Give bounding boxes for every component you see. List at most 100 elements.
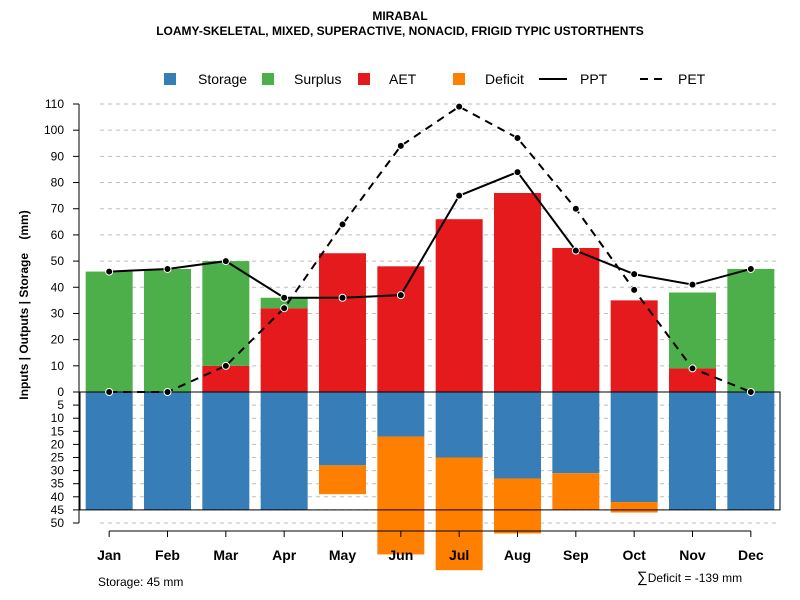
pet-point	[630, 285, 639, 294]
y-tick-label-upper: 110	[45, 97, 64, 111]
legend: Storage Surplus AET Deficit PPT PET	[164, 71, 706, 87]
y-tick-label-lower: 50	[51, 516, 65, 530]
bar-aet	[552, 248, 600, 392]
ppt-point	[280, 293, 289, 302]
y-axis-label: Inputs | Outputs | Storage (mm)	[17, 210, 31, 399]
y-axis: 0102030405060708090100110510152025303540…	[17, 97, 80, 530]
y-tick-label-lower: 40	[51, 490, 65, 504]
ppt-point	[571, 246, 580, 255]
y-tick-label-lower: 25	[51, 451, 65, 465]
ppt-point	[163, 264, 172, 273]
pet-point	[571, 204, 580, 213]
legend-swatch-surplus	[262, 73, 274, 85]
x-tick-label: Jan	[97, 547, 121, 563]
bar-storage	[319, 392, 366, 466]
legend-swatch-aet	[358, 73, 370, 85]
bar-aet	[494, 193, 541, 392]
ppt-point	[688, 280, 697, 289]
chart-title: MIRABAL	[372, 9, 428, 23]
y-tick-label-upper: 80	[51, 176, 65, 190]
legend-label-surplus: Surplus	[294, 71, 341, 87]
bar-surplus	[202, 261, 250, 366]
bar-surplus	[669, 292, 716, 369]
bar-deficit	[552, 473, 600, 510]
ppt-point	[630, 270, 639, 279]
x-tick-label: Dec	[738, 547, 764, 563]
y-tick-label-lower: 20	[51, 437, 65, 451]
y-tick-label-lower: 30	[51, 464, 65, 478]
y-tick-label-upper: 10	[51, 359, 65, 373]
deficit-value: Deficit = -139 mm	[647, 571, 743, 585]
storage-frame	[79, 391, 781, 511]
legend-swatch-deficit	[453, 73, 465, 85]
bar-aet	[610, 300, 658, 392]
bars	[85, 193, 775, 571]
bar-aet	[202, 365, 250, 392]
legend-label-ppt: PPT	[580, 71, 608, 87]
bar-storage	[727, 392, 775, 510]
y-tick-label-upper: 30	[51, 306, 65, 320]
y-tick-label-upper: 20	[51, 333, 65, 347]
storage-capacity-box	[79, 391, 781, 511]
bar-storage	[144, 392, 191, 510]
pet-point	[221, 361, 230, 370]
pet-point	[338, 220, 347, 229]
y-tick-label-lower: 45	[51, 503, 65, 517]
legend-swatch-storage	[164, 73, 176, 85]
ppt-point	[338, 293, 347, 302]
x-tick-label: Sep	[563, 547, 589, 563]
pet-point	[688, 364, 697, 373]
bar-surplus	[727, 268, 775, 392]
storage-note: Storage: 45 mm	[98, 575, 184, 589]
x-tick-label: Jun	[388, 547, 413, 563]
bar-storage	[85, 392, 133, 510]
legend-label-deficit: Deficit	[485, 71, 524, 87]
bar-storage	[377, 392, 425, 437]
bar-deficit	[435, 457, 483, 571]
ppt-point	[221, 257, 230, 266]
bar-surplus	[85, 271, 133, 392]
x-tick-label: Jul	[449, 547, 469, 563]
x-tick-label: Apr	[272, 547, 297, 563]
x-tick-label: Mar	[213, 547, 238, 563]
bar-deficit	[494, 478, 541, 534]
bar-storage	[610, 392, 658, 503]
y-tick-label-lower: 5	[57, 398, 64, 412]
bar-storage	[202, 392, 250, 510]
y-tick-label-upper: 0	[57, 385, 64, 399]
pet-point	[163, 388, 172, 396]
pet-point	[455, 102, 464, 111]
bar-storage	[494, 392, 541, 479]
x-axis: Jan Feb Mar Apr May Jun Jul Aug Sep Oct Nov Dec	[97, 530, 764, 563]
bar-aet	[377, 266, 425, 392]
x-tick-label: Oct	[622, 547, 646, 563]
bar-storage	[435, 392, 483, 458]
ppt-point	[513, 168, 522, 177]
ppt-point	[396, 291, 405, 300]
y-tick-label-upper: 40	[51, 280, 65, 294]
x-tick-label: May	[329, 547, 356, 563]
ppt-line	[109, 170, 752, 299]
x-tick-label: Aug	[504, 547, 531, 563]
pet-line	[109, 105, 752, 393]
bar-surplus	[260, 297, 308, 309]
sum-symbol: ∑	[637, 569, 648, 586]
bar-aet	[260, 308, 308, 392]
ppt-point	[746, 264, 755, 273]
series-lines	[105, 102, 755, 396]
ppt-point	[105, 267, 114, 276]
bar-surplus	[144, 268, 191, 392]
bar-aet	[669, 368, 716, 392]
y-tick-label-lower: 35	[51, 477, 65, 491]
pet-point	[396, 141, 405, 150]
bar-aet	[319, 253, 366, 392]
bar-storage	[552, 392, 600, 474]
legend-label-storage: Storage	[198, 71, 247, 87]
deficit-note: ∑Deficit = -139 mm	[637, 569, 742, 586]
pet-point	[280, 304, 289, 313]
bar-deficit	[610, 502, 658, 513]
y-tick-label-upper: 90	[51, 149, 65, 163]
y-tick-label-upper: 100	[44, 123, 64, 137]
bar-storage	[669, 392, 716, 510]
chart-subtitle: LOAMY-SKELETAL, MIXED, SUPERACTIVE, NONA…	[156, 24, 644, 38]
